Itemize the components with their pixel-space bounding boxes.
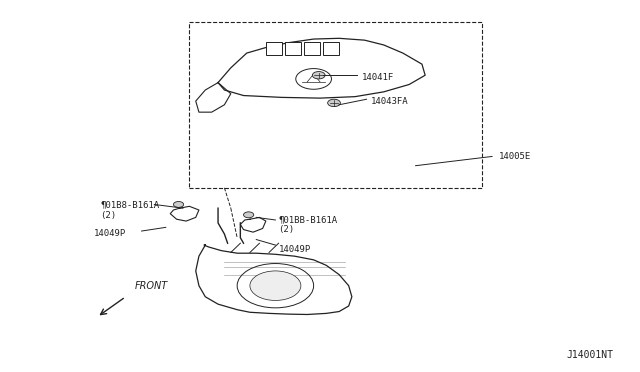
Circle shape — [173, 202, 184, 208]
Circle shape — [250, 271, 301, 301]
Circle shape — [296, 68, 332, 89]
Circle shape — [328, 99, 340, 107]
Bar — [266, 42, 282, 55]
Text: 14049P: 14049P — [278, 245, 311, 254]
Bar — [304, 42, 320, 55]
Text: FRONT: FRONT — [135, 281, 168, 291]
Text: ¶01BB-B161A
(2): ¶01BB-B161A (2) — [278, 215, 338, 234]
Polygon shape — [241, 217, 266, 232]
Bar — [189, 22, 483, 188]
Text: 14041F: 14041F — [362, 73, 394, 81]
Text: ¶01B8-B161A
(2): ¶01B8-B161A (2) — [100, 200, 159, 220]
Text: J14001NT: J14001NT — [566, 350, 613, 359]
Polygon shape — [170, 206, 199, 221]
Text: 14043FA: 14043FA — [371, 97, 408, 106]
Circle shape — [312, 71, 325, 79]
Polygon shape — [196, 83, 231, 112]
Bar — [285, 42, 301, 55]
Circle shape — [237, 263, 314, 308]
Polygon shape — [196, 245, 352, 314]
Bar — [323, 42, 339, 55]
Polygon shape — [218, 38, 425, 98]
Text: 14049P: 14049P — [94, 230, 126, 238]
Text: 14005E: 14005E — [499, 152, 531, 161]
Circle shape — [244, 212, 253, 218]
